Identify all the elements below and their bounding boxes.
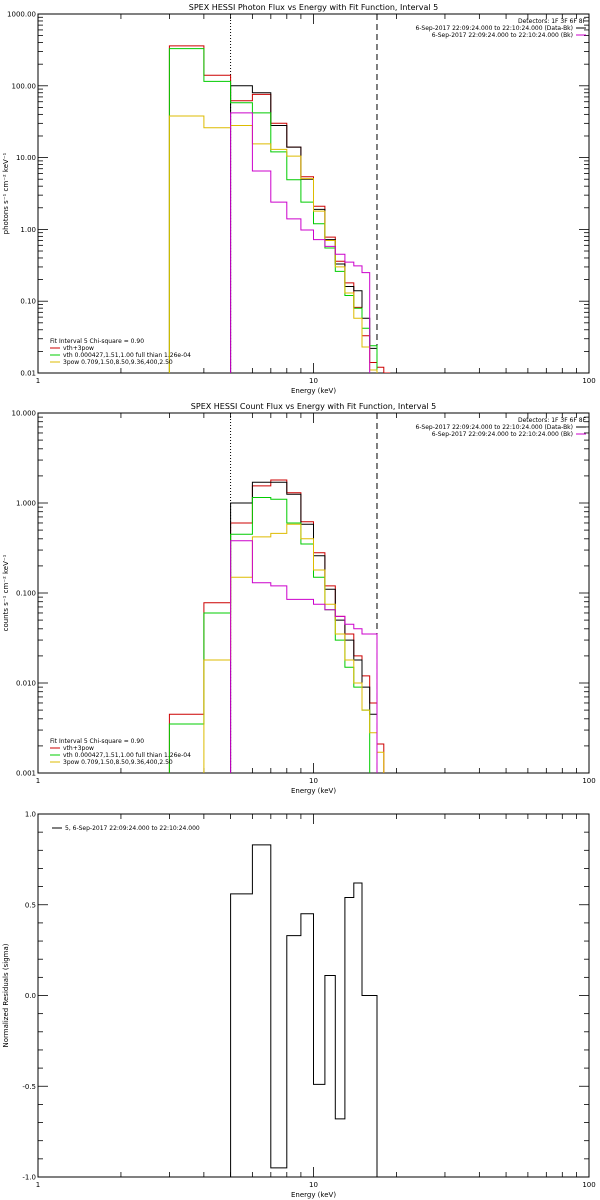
fit-legend-entry: vth 0.000427,1.51,1.00 full thian 1.26e-… xyxy=(63,752,191,759)
legend-header: Detectors: 1F 3F 6F 8F xyxy=(518,417,587,424)
y-axis-label: Normalized Residuals (sigma) xyxy=(2,943,10,1047)
series-line-5 xyxy=(230,540,378,773)
chart-panel-2: 1 10 100 0.001 0.010 0.100 1.000 10.000 SPEX HES… xyxy=(2,402,596,795)
fit-legend-header: Fit Interval 5 Chi-square = 0.90 xyxy=(50,738,144,745)
chart-panel-1: 1 10 100 0.01 0.10 1.00 10.00 100.00 1000.00 SPEX… xyxy=(2,3,596,395)
y-axis-label: counts s⁻¹ cm⁻² keV⁻¹ xyxy=(2,554,10,631)
legend-entry: 6-Sep-2017 22:09:24.000 to 22:10:24.000 … xyxy=(415,25,573,32)
y-tick-label: 1.00 xyxy=(20,226,36,234)
y-tick-label: -0.5 xyxy=(22,1083,36,1091)
y-tick-label: 1.000 xyxy=(16,500,36,508)
y-tick-label: 10.000 xyxy=(12,410,37,418)
y-tick-label: 10.00 xyxy=(16,154,36,162)
legend-entry: 6-Sep-2017 22:09:24.000 to 22:10:24.000 … xyxy=(432,32,573,39)
y-tick-label: 0.100 xyxy=(16,590,36,598)
chart-panel-3: 1 10 100 -1.0 -0.5 0.0 0.5 1.0 Energy (keV) Norma… xyxy=(2,811,596,1200)
series-line-3 xyxy=(168,497,371,773)
y-tick-label: 0.01 xyxy=(20,370,36,378)
series-line-1 xyxy=(168,479,385,773)
x-tick-label: 100 xyxy=(582,1181,595,1189)
legend-entry: 6-Sep-2017 22:09:24.000 to 22:10:24.000 … xyxy=(432,431,573,438)
x-axis-label: Energy (keV) xyxy=(291,387,336,395)
series-line-1 xyxy=(168,45,391,373)
y-tick-label: 0.10 xyxy=(20,298,36,306)
series-line-4 xyxy=(168,115,378,373)
y-tick-label: 100.00 xyxy=(12,82,37,90)
legend-entry: 5, 6-Sep-2017 22:09:24.000 to 22:10:24.0… xyxy=(65,825,200,832)
fit-legend-entry: 3pow 0.709,1.50,8.50,9.36,400,2.50 xyxy=(63,759,173,766)
legend-entry: 6-Sep-2017 22:09:24.000 to 22:10:24.000 … xyxy=(415,424,573,431)
plot-frame xyxy=(37,412,590,774)
x-tick-label: 1 xyxy=(36,1181,40,1189)
fit-legend-entry: vth+3pow xyxy=(63,345,94,352)
fit-legend-entry: vth 0.000427,1.51,1.00 full thian 1.26e-… xyxy=(63,352,191,359)
chart-title: SPEX HESSI Count Flux vs Energy with Fit… xyxy=(191,402,436,411)
x-tick-label: 100 xyxy=(582,777,595,785)
fit-legend-entry: vth+3pow xyxy=(63,745,94,752)
y-tick-label: 0.5 xyxy=(25,901,36,909)
chart-title: SPEX HESSI Photon Flux vs Energy with Fi… xyxy=(189,3,439,12)
x-tick-label: 10 xyxy=(309,377,318,385)
y-tick-label: 0.001 xyxy=(16,770,36,778)
series-line-5 xyxy=(230,112,371,373)
legend-header: Detectors: 1F 3F 6F 8F xyxy=(518,18,587,25)
y-tick-label: 0.0 xyxy=(25,992,36,1000)
fit-legend-header: Fit Interval 5 Chi-square = 0.90 xyxy=(50,338,144,345)
x-axis-label: Energy (keV) xyxy=(291,1191,336,1199)
y-tick-label: 1000.00 xyxy=(7,11,36,19)
x-axis-label: Energy (keV) xyxy=(291,787,336,795)
series-line-3 xyxy=(168,48,378,373)
y-tick-label: -1.0 xyxy=(22,1174,36,1182)
x-tick-label: 10 xyxy=(309,1181,318,1189)
x-tick-label: 1 xyxy=(36,377,40,385)
x-tick-label: 10 xyxy=(309,777,318,785)
x-tick-label: 100 xyxy=(582,377,595,385)
y-tick-label: 0.010 xyxy=(16,680,36,688)
y-axis-label: photons s⁻¹ cm⁻² keV⁻¹ xyxy=(2,152,10,234)
series-line-1 xyxy=(230,844,378,1177)
fit-legend-entry: 3pow 0.709,1.50,8.50,9.36,400,2.50 xyxy=(63,359,173,366)
x-tick-label: 1 xyxy=(36,777,40,785)
y-tick-label: 1.0 xyxy=(25,811,36,819)
